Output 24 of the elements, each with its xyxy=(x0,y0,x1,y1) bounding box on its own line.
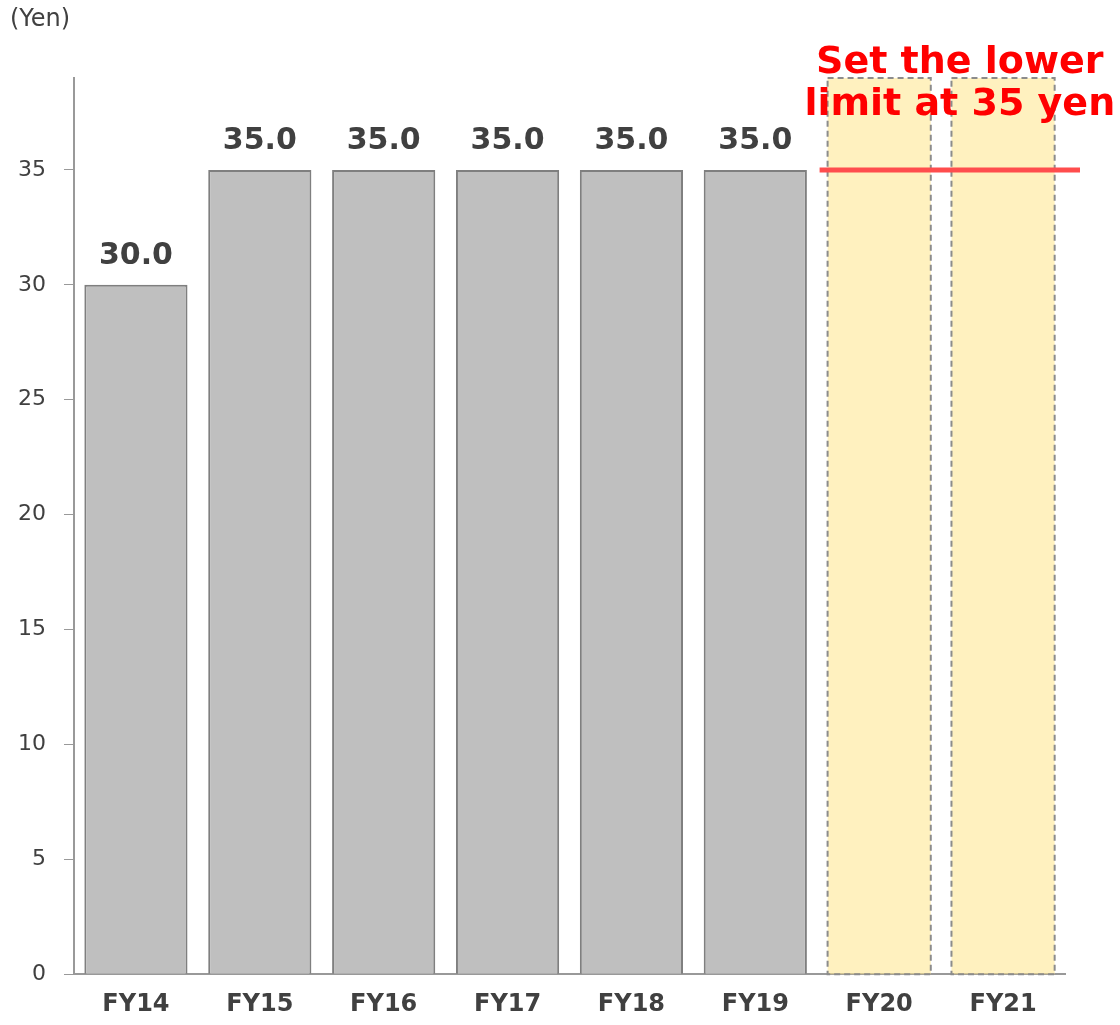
y-tick-label: 25 xyxy=(17,385,46,411)
y-tick-label: 10 xyxy=(17,730,46,756)
x-tick-label: FY14 xyxy=(102,988,170,1017)
y-tick-label: 15 xyxy=(17,615,46,641)
y-tick-label: 30 xyxy=(17,270,46,296)
ref-line-label: Set the lower limit at 35 yen xyxy=(804,37,1116,124)
y-axis-title: (Yen) xyxy=(10,4,71,33)
y-tick-label: 5 xyxy=(31,845,46,871)
x-tick-label: FY17 xyxy=(473,988,542,1017)
x-tick-label: FY18 xyxy=(597,988,666,1017)
x-tick-label: FY16 xyxy=(350,988,418,1017)
data-label: 35.0 xyxy=(222,120,297,156)
x-tick-label: FY21 xyxy=(969,988,1037,1017)
x-tick-label: FY19 xyxy=(721,988,789,1017)
x-tick-label: FY15 xyxy=(226,988,294,1017)
data-label: 35.0 xyxy=(346,120,421,156)
y-tick-label: 35 xyxy=(17,155,46,181)
y-tick-label: 20 xyxy=(17,500,46,526)
data-label: 30.0 xyxy=(98,235,173,271)
y-tick-label: 0 xyxy=(31,959,46,985)
data-label: 35.0 xyxy=(594,120,669,156)
data-label: 35.0 xyxy=(718,120,793,156)
data-label: 35.0 xyxy=(470,120,545,156)
x-tick-label: FY20 xyxy=(845,988,913,1017)
